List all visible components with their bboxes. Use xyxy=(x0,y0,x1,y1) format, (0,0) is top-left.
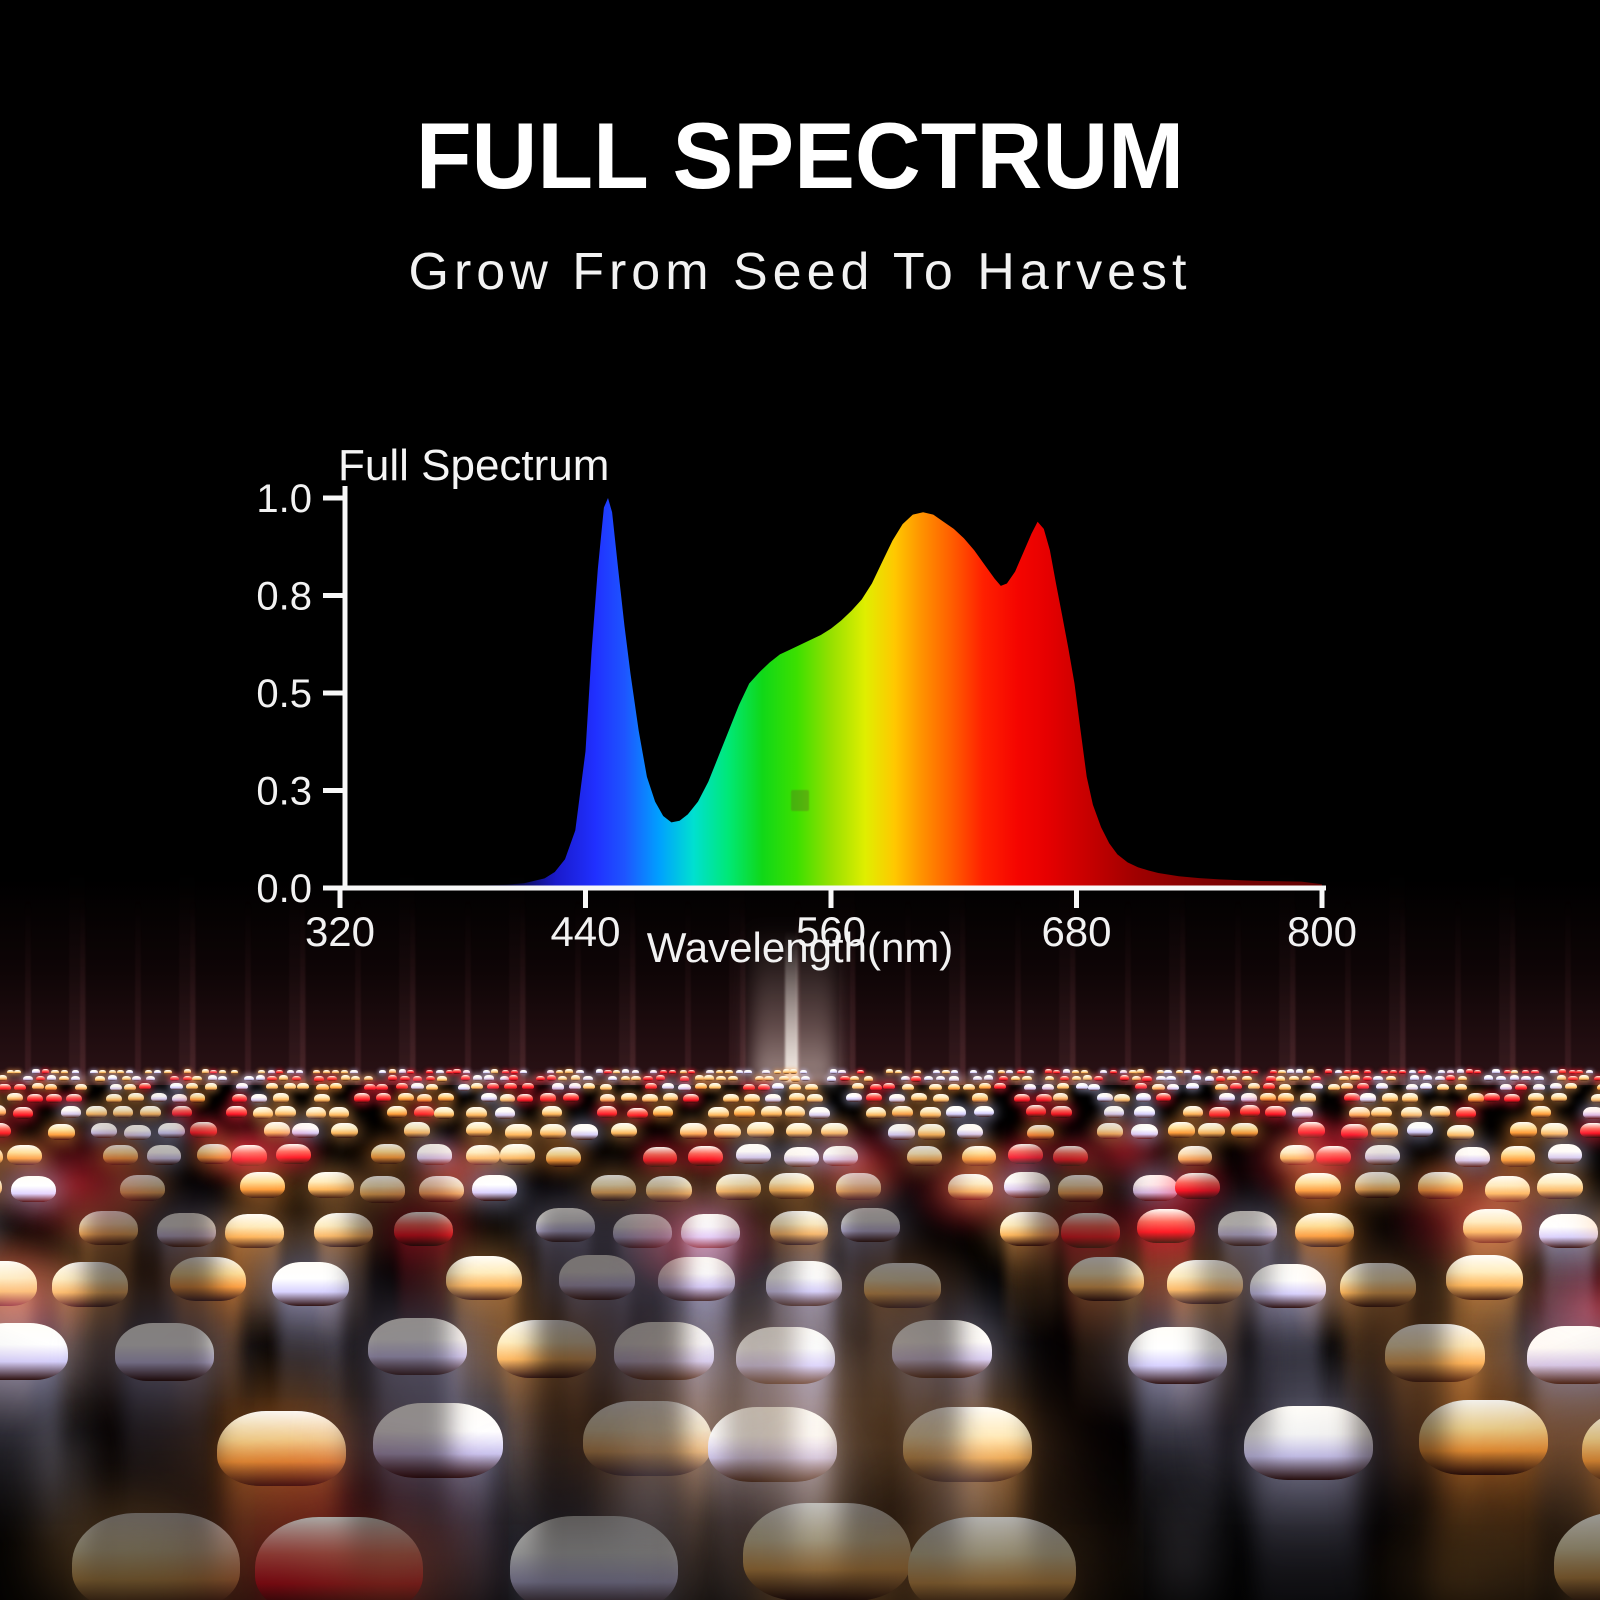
x-tick-label: 320 xyxy=(305,908,375,955)
chart-axes xyxy=(342,486,1326,891)
led-glow-blob xyxy=(735,1370,885,1600)
led-glow-blob xyxy=(580,1370,720,1600)
led-glow-blob xyxy=(1110,1440,1260,1600)
y-tick-label: 1.0 xyxy=(256,477,312,521)
header: FULL SPECTRUM Grow From Seed To Harvest xyxy=(0,0,1600,302)
page-subtitle: Grow From Seed To Harvest xyxy=(408,243,1192,301)
led-glow-blob xyxy=(230,1465,550,1600)
led-glow-blob xyxy=(160,1090,330,1210)
y-tick-label: 0.8 xyxy=(256,575,312,619)
x-tick-label: 560 xyxy=(796,908,866,955)
y-tick-label: 0.5 xyxy=(256,672,312,716)
y-tick-label: 0.0 xyxy=(256,867,312,911)
chart-title: Full Spectrum xyxy=(338,441,609,490)
x-tick-label: 800 xyxy=(1287,908,1357,955)
watermark-artifact xyxy=(791,790,809,811)
led-glow-blob xyxy=(1480,1210,1600,1410)
x-tick-label: 440 xyxy=(550,908,620,955)
led-glow-blob xyxy=(1310,1470,1600,1600)
y-tick-label: 0.3 xyxy=(256,770,312,814)
x-axis-label: Wavelength(nm) xyxy=(647,924,954,971)
led-glow-blob xyxy=(380,1115,530,1225)
led-glow-blob xyxy=(1050,1095,1200,1205)
x-tick-label: 680 xyxy=(1041,908,1111,955)
spectrum-curve xyxy=(340,498,1322,888)
led-glow-blob xyxy=(895,1370,1035,1600)
page-title: FULL SPECTRUM xyxy=(415,103,1185,208)
axis-ticks xyxy=(323,495,1325,908)
led-glow-blob xyxy=(0,1350,120,1590)
